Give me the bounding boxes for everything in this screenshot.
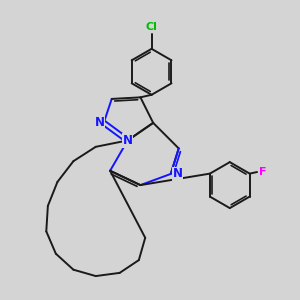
Text: N: N xyxy=(94,116,105,129)
Text: N: N xyxy=(123,134,133,147)
Text: N: N xyxy=(173,167,183,180)
Text: Cl: Cl xyxy=(146,22,158,32)
Text: F: F xyxy=(259,167,266,177)
